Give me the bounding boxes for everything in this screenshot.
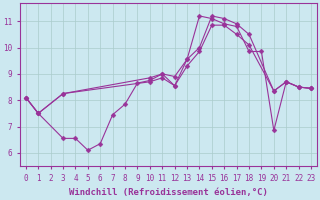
X-axis label: Windchill (Refroidissement éolien,°C): Windchill (Refroidissement éolien,°C) — [69, 188, 268, 197]
